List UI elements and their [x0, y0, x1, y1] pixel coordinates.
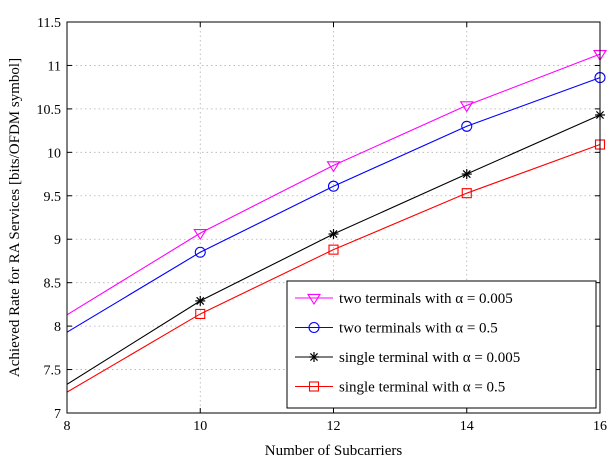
- asterisk-icon: [309, 352, 319, 362]
- triangle-down-icon: [307, 293, 321, 306]
- asterisk-stroke: [309, 352, 319, 362]
- y-tick-label: 7.5: [44, 364, 62, 379]
- asterisk-stroke: [329, 229, 338, 239]
- asterisk-icon: [461, 169, 472, 180]
- legend-label: single terminal with α = 0.005: [339, 350, 520, 366]
- series-line: [66, 143, 601, 393]
- asterisk-icon: [195, 295, 206, 306]
- circle-icon: [194, 246, 206, 258]
- y-tick-label: 8: [54, 320, 61, 335]
- legend-entry: single terminal with α = 0.5: [295, 380, 505, 396]
- y-axis-title: Achieved Rate for RA Services [bits/OFDM…: [7, 58, 23, 377]
- x-tick-label: 12: [327, 419, 341, 434]
- circle-icon: [308, 321, 320, 334]
- x-tick-label: 16: [593, 419, 607, 434]
- legend: two terminals with α = 0.005 two terminal…: [286, 280, 597, 409]
- square-icon: [461, 188, 472, 199]
- triangle-down-icon: [193, 228, 208, 241]
- x-tick-label: 8: [64, 419, 71, 434]
- legend-label: two terminals with α = 0.005: [339, 291, 513, 307]
- legend-box: [286, 280, 597, 409]
- square-icon: [328, 244, 339, 255]
- y-tick-label: 8.5: [44, 277, 62, 292]
- y-tick-label: 7: [54, 407, 61, 422]
- axis-ticks: 8 10 12 14 16 7 7.5 8 8.5 9 9.5 10 10.5 11 11.5: [37, 16, 608, 434]
- x-tick-label: 10: [193, 419, 207, 434]
- triangle-down-icon: [326, 161, 341, 173]
- legend-entry: two terminals with α = 0.5: [295, 321, 498, 337]
- legend-label: single terminal with α = 0.5: [339, 380, 505, 396]
- asterisk-icon: [328, 229, 339, 240]
- series-layer: [66, 49, 607, 393]
- y-tick-label: 10: [47, 146, 61, 161]
- square-icon: [308, 381, 320, 392]
- y-tick-label: 10.5: [37, 103, 62, 118]
- legend-entry: single terminal with α = 0.005: [295, 350, 520, 366]
- circle-icon: [461, 120, 473, 132]
- y-tick-label: 9.5: [44, 190, 62, 205]
- x-tick-label: 14: [460, 419, 474, 434]
- series-1: [66, 49, 607, 316]
- legend-label: two terminals with α = 0.5: [339, 321, 498, 337]
- y-tick-label: 11: [48, 59, 61, 74]
- square-icon: [195, 308, 206, 319]
- legend-entry: two terminals with α = 0.005: [295, 291, 513, 307]
- y-tick-label: 11.5: [37, 16, 61, 31]
- x-axis-title: Number of Subcarriers: [265, 443, 403, 459]
- series-line: [66, 77, 601, 333]
- asterisk-stroke: [462, 170, 471, 179]
- asterisk-stroke: [196, 296, 205, 305]
- series-line: [66, 53, 601, 316]
- circle-icon: [327, 180, 340, 192]
- triangle-down-icon: [459, 101, 474, 113]
- y-tick-label: 9: [54, 233, 61, 248]
